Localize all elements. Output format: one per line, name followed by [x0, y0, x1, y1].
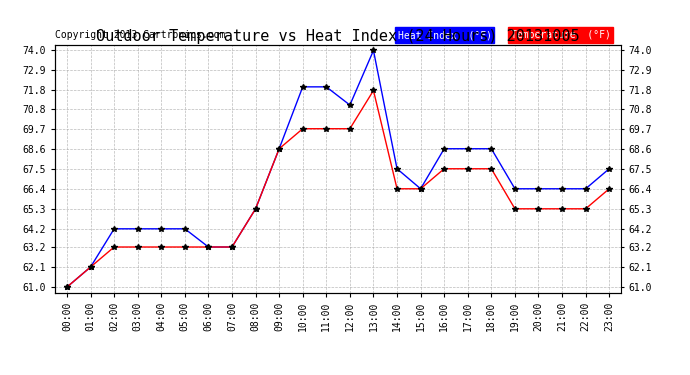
Text: Temperature  (°F): Temperature (°F) — [511, 30, 611, 40]
Text: Copyright 2013 Cartronics.com: Copyright 2013 Cartronics.com — [55, 30, 226, 40]
Text: Heat Index  (°F): Heat Index (°F) — [397, 30, 491, 40]
Title: Outdoor Temperature vs Heat Index (24 Hours) 20131005: Outdoor Temperature vs Heat Index (24 Ho… — [97, 29, 580, 44]
